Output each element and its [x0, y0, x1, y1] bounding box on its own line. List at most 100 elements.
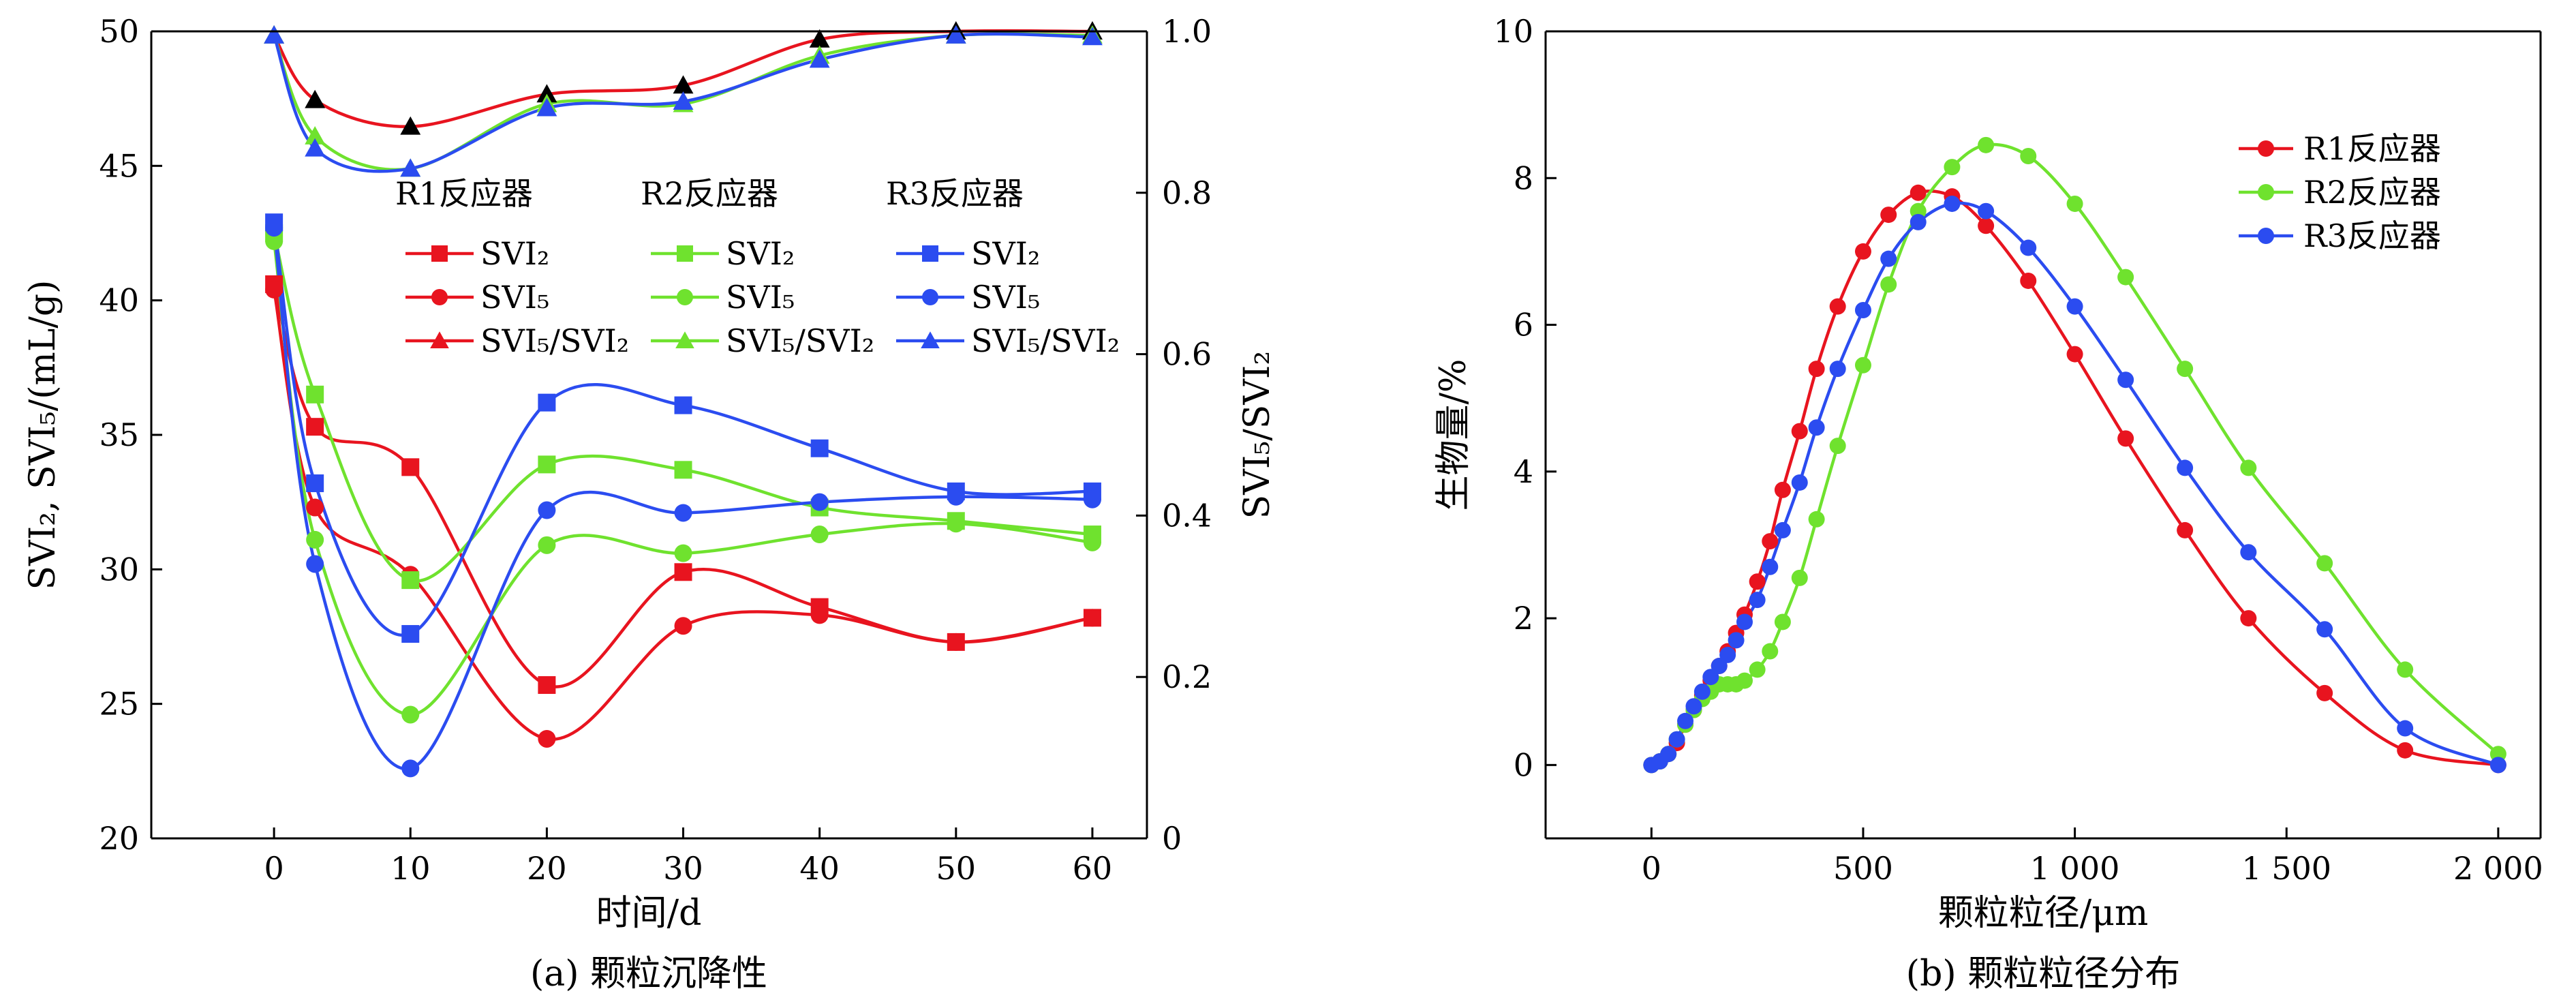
legend-marker-r2 — [2258, 184, 2274, 200]
data-point-r1 — [2020, 272, 2037, 289]
data-point-r2 — [1791, 569, 1808, 586]
data-point-r3 — [1791, 474, 1808, 491]
chart-a-x-tick-label: 0 — [264, 850, 283, 887]
data-point-r2 — [2066, 195, 2083, 212]
data-point-r3-square — [538, 393, 556, 412]
chart-a-x-tick-label: 10 — [390, 850, 431, 887]
legend-marker-r1-triangle — [430, 331, 449, 349]
chart-a-markers — [264, 21, 1103, 778]
data-point-r2-circle — [674, 544, 692, 562]
data-point-r1-square — [674, 563, 692, 581]
legend-marker-r2-triangle — [675, 331, 694, 349]
data-point-r3 — [1774, 521, 1791, 538]
data-point-r2 — [2177, 361, 2194, 378]
data-point-r1-circle — [947, 633, 965, 651]
data-point-r1-circle — [810, 606, 829, 624]
chart-a-y-tick-label: 25 — [99, 686, 139, 722]
data-point-r3-square — [674, 396, 692, 414]
data-point-r3-circle — [401, 759, 420, 778]
chart-b-y-label: 生物量/% — [1433, 359, 1474, 511]
data-point-r3 — [1668, 731, 1685, 748]
data-point-r2-triangle — [305, 125, 326, 144]
data-point-r3 — [1880, 250, 1897, 267]
data-point-r3 — [1685, 698, 1702, 715]
data-point-r1-circle — [674, 617, 692, 635]
legend-label-r2: R2反应器 — [2303, 174, 2441, 211]
data-point-r1 — [2117, 430, 2134, 447]
chart-b-y-tick-label: 6 — [1514, 307, 1533, 344]
chart-a-y-tick-label: 35 — [99, 416, 139, 453]
chart-a-y-tick-label: 20 — [99, 820, 139, 857]
chart-a-ticks: 0 10 20 30 40 50 60 20 25 30 35 40 45 50 0 0.2 0.4 0.6 0.8… — [99, 13, 1212, 887]
data-point-r3-circle — [306, 555, 324, 573]
chart-b-x-tick-label: 1 000 — [2030, 850, 2120, 887]
chart-b-legend: R1反应器 R2反应器 R3反应器 — [2239, 130, 2441, 254]
chart-b-x-tick-label: 2 000 — [2453, 850, 2543, 887]
chart-a-y2-label: SVI₅/SVI₂ — [1237, 351, 1278, 519]
data-point-r1-triangle — [673, 75, 694, 94]
data-point-r2-circle — [810, 526, 829, 544]
legend-marker-r1-square — [431, 245, 448, 262]
data-point-r1 — [1808, 361, 1825, 378]
data-point-r3 — [1677, 712, 1694, 729]
chart-a-caption: (a) 颗粒沉降性 — [530, 954, 767, 994]
data-point-r3 — [1910, 213, 1927, 230]
data-point-r1 — [2066, 346, 2083, 363]
data-point-r2-square — [401, 571, 420, 590]
data-point-r3 — [1978, 202, 1995, 219]
data-point-r1 — [2397, 742, 2414, 759]
data-point-r1 — [1791, 423, 1808, 440]
data-point-r2 — [1774, 613, 1791, 630]
legend-label-r1-triangle: SVI₅/SVI₂ — [480, 322, 629, 359]
legend-label-r2-square: SVI₂ — [726, 235, 795, 272]
chart-b-y-tick-label: 10 — [1493, 13, 1533, 50]
data-point-r2-circle — [401, 705, 420, 724]
chart-b-x-tick-label: 0 — [1642, 850, 1661, 887]
legend-label-r3-triangle: SVI₅/SVI₂ — [971, 322, 1120, 359]
data-point-r1-square — [306, 418, 324, 436]
data-point-r2-circle — [1083, 533, 1101, 551]
legend-label-r3-circle: SVI₅ — [971, 279, 1040, 316]
data-point-r2 — [1736, 672, 1753, 689]
chart-a-y-tick-label: 45 — [99, 147, 139, 184]
data-point-r2 — [2117, 269, 2134, 286]
legend-marker-r1 — [2258, 140, 2274, 157]
data-point-r1-circle — [265, 280, 283, 299]
data-point-r3 — [2489, 757, 2506, 774]
data-point-r3-triangle — [673, 91, 694, 110]
data-point-r2 — [1749, 661, 1766, 678]
legend-marker-r2-circle — [677, 289, 693, 305]
chart-b-y-tick-label: 0 — [1514, 746, 1533, 783]
data-point-r1-circle — [1083, 609, 1101, 627]
chart-a-axes — [150, 30, 1148, 840]
data-point-r1-triangle — [809, 29, 830, 48]
data-point-r3-triangle — [305, 138, 326, 157]
data-point-r3 — [1711, 658, 1728, 675]
data-point-r3 — [1762, 558, 1779, 575]
data-point-r1 — [1749, 573, 1766, 590]
data-point-r1 — [2240, 610, 2257, 627]
data-point-r3-circle — [810, 493, 829, 511]
data-point-r2-circle — [538, 536, 556, 554]
data-point-r2-square — [306, 385, 324, 404]
data-point-r1-triangle — [400, 116, 421, 135]
series-line-r3-triangle — [272, 32, 1092, 173]
series-line-r1 — [1651, 189, 2499, 767]
data-point-r2 — [2020, 147, 2037, 164]
data-point-r1 — [1854, 243, 1871, 260]
data-point-r3 — [1728, 632, 1745, 649]
chart-a-x-tick-label: 20 — [527, 850, 567, 887]
data-point-r3 — [1808, 419, 1825, 436]
data-point-r3 — [1736, 613, 1753, 630]
data-point-r3-square — [401, 625, 420, 643]
data-point-r1 — [1978, 217, 1995, 234]
legend-label-r1-square: SVI₂ — [480, 235, 549, 272]
data-point-r3 — [1854, 302, 1871, 319]
data-point-r3 — [2117, 371, 2134, 389]
data-point-r1 — [1762, 533, 1779, 550]
legend-marker-r3-square — [922, 245, 938, 262]
chart-a-y2-tick-label: 0.8 — [1162, 174, 1212, 211]
data-point-r1-square — [538, 676, 556, 695]
legend-marker-r2-square — [677, 245, 693, 262]
legend-group-r2: R2反应器 — [641, 175, 778, 212]
